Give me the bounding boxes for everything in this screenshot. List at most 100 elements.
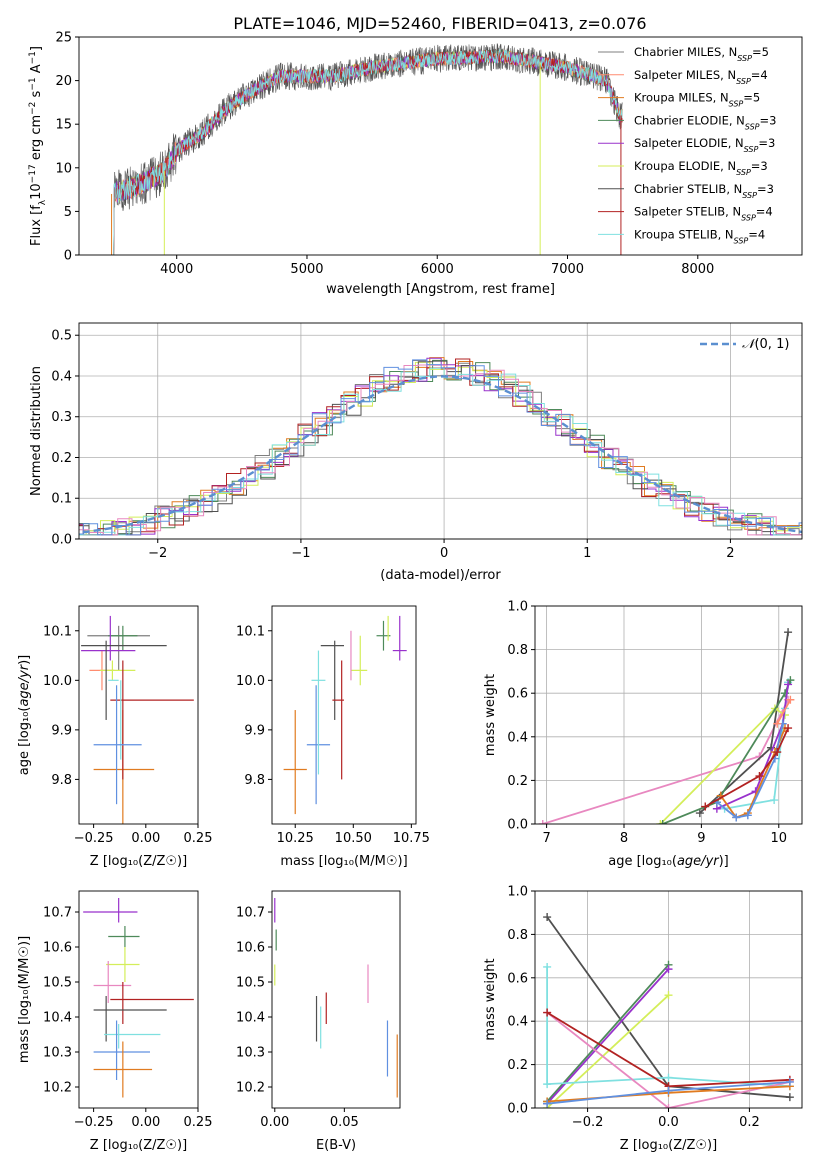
age-vs-Z-errorbars bbox=[81, 615, 194, 824]
weight-series bbox=[546, 1011, 791, 1108]
weight-series bbox=[716, 684, 789, 810]
x-tick-label: −2 bbox=[148, 546, 167, 561]
y-tick-label: 10.2 bbox=[236, 1081, 265, 1096]
weight-vs-age-axes: 7 8 9 10 0.0 0.2 0.4 0.6 0.8 1.0 bbox=[507, 600, 802, 846]
y-tick-label: 0.6 bbox=[507, 971, 528, 986]
x-axis-label: mass [log₁₀(M/M☉)] bbox=[280, 854, 407, 869]
weight-series bbox=[704, 727, 789, 808]
spectrum-legend: Chabrier MILES, NSSP=5 Salpeter MILES, NS… bbox=[598, 45, 776, 245]
y-tick-label: 0.2 bbox=[507, 1058, 528, 1073]
x-tick-label: 10.50 bbox=[335, 831, 372, 846]
y-tick-label: 9.9 bbox=[244, 723, 265, 738]
y-tick-label: 10.4 bbox=[43, 1011, 72, 1026]
y-tick-label: 0.0 bbox=[507, 1102, 528, 1117]
legend-label: 𝒩(0, 1) bbox=[742, 337, 789, 352]
weight-vs-Z-frame bbox=[534, 890, 803, 1109]
y-tick-label: 10.4 bbox=[236, 1011, 265, 1026]
y-tick-label: 0.8 bbox=[507, 643, 528, 658]
y-tick-label: 0.6 bbox=[507, 687, 528, 702]
x-tick-label: −0.25 bbox=[74, 831, 114, 846]
y-tick-label: 10.5 bbox=[236, 976, 265, 991]
data-point bbox=[664, 991, 673, 1000]
data-point bbox=[543, 962, 552, 971]
x-tick-label: 9 bbox=[697, 831, 705, 846]
y-axis-label: mass weight bbox=[483, 958, 498, 1040]
normal-curve bbox=[79, 375, 802, 534]
y-axis-label: age [log₁₀(age/yr)] bbox=[17, 655, 32, 776]
y-tick-label: 10.6 bbox=[236, 941, 265, 956]
y-tick-label: 9.9 bbox=[51, 723, 72, 738]
y-tick-label: 1.0 bbox=[507, 600, 528, 615]
y-tick-label: 0.1 bbox=[51, 492, 72, 507]
legend-label: Chabrier ELODIE, NSSP=3 bbox=[634, 113, 776, 130]
x-axis-label: E(B-V) bbox=[316, 1138, 356, 1153]
x-tick-label: 0.05 bbox=[330, 1115, 359, 1130]
data-point bbox=[743, 811, 752, 820]
x-tick-label: −0.25 bbox=[74, 1115, 114, 1130]
y-axis-label: Flux [fλ10−17 erg cm−2 s−1 A−1] bbox=[28, 46, 48, 246]
weight-series bbox=[699, 632, 789, 814]
x-tick-label: 1 bbox=[583, 546, 591, 561]
data-point bbox=[755, 772, 764, 781]
x-tick-label: 0 bbox=[440, 546, 448, 561]
y-tick-label: 10.0 bbox=[43, 674, 72, 689]
mass-vs-Z-errorbars bbox=[83, 898, 194, 1098]
age-vs-Z-frame bbox=[78, 605, 199, 825]
histogram-steps bbox=[79, 357, 802, 536]
y-tick-label: 15 bbox=[55, 118, 72, 133]
mass-vs-EBV-errorbars bbox=[274, 898, 398, 1098]
x-tick-label: 0.25 bbox=[184, 1115, 213, 1130]
age-vs-mass-axes: 10.25 10.50 10.75 9.8 9.9 10.0 10.1 bbox=[236, 624, 430, 846]
weight-series bbox=[546, 968, 670, 1105]
spectrum-line bbox=[111, 50, 623, 255]
data-point bbox=[658, 820, 667, 824]
data-point bbox=[773, 719, 782, 728]
y-tick-label: 10.3 bbox=[236, 1046, 265, 1061]
x-axis-label: Z [log₁₀(Z/Z☉)] bbox=[620, 1138, 717, 1153]
data-point bbox=[664, 1073, 673, 1082]
mass-vs-Z-axes: −0.25 0.00 0.25 10.2 10.3 10.4 10.5 10.6 10.7 bbox=[43, 906, 212, 1131]
legend-label: Kroupa MILES, NSSP=5 bbox=[634, 91, 760, 109]
x-tick-label: 0.00 bbox=[260, 1115, 289, 1130]
y-tick-label: 0.2 bbox=[507, 774, 528, 789]
x-tick-label: 10 bbox=[771, 831, 788, 846]
spectrum-frame bbox=[78, 36, 803, 256]
x-tick-label: 0.0 bbox=[658, 1115, 679, 1130]
x-tick-label: 5000 bbox=[290, 262, 323, 277]
legend-label: Salpeter MILES, NSSP=4 bbox=[634, 68, 768, 86]
data-point bbox=[656, 820, 665, 824]
weight-vs-age-lines bbox=[538, 628, 795, 824]
y-tick-label: 0.5 bbox=[51, 329, 72, 344]
data-point bbox=[701, 802, 710, 811]
weight-series bbox=[546, 964, 670, 1103]
legend-label: Kroupa STELIB, NSSP=4 bbox=[634, 227, 765, 245]
data-point bbox=[664, 965, 673, 974]
y-tick-label: 10.7 bbox=[236, 906, 265, 921]
y-tick-label: 0.4 bbox=[51, 369, 72, 384]
y-tick-label: 9.8 bbox=[244, 773, 265, 788]
spectrum-line bbox=[111, 50, 623, 255]
x-tick-label: 7000 bbox=[551, 262, 584, 277]
spectrum-line bbox=[111, 49, 623, 255]
data-point bbox=[786, 695, 795, 704]
x-axis-label: age [log₁₀(age/yr)] bbox=[608, 854, 729, 869]
spectrum-line bbox=[111, 48, 623, 255]
legend-label: Chabrier MILES, NSSP=5 bbox=[634, 45, 769, 63]
weight-series bbox=[546, 994, 670, 1108]
data-point bbox=[784, 724, 793, 733]
figure-title: PLATE=1046, MJD=52460, FIBERID=0413, z=0… bbox=[233, 14, 646, 33]
x-axis-label: Z [log₁₀(Z/Z☉)] bbox=[90, 854, 187, 869]
x-tick-label: −1 bbox=[291, 546, 310, 561]
data-point bbox=[773, 748, 782, 757]
histogram-series bbox=[79, 364, 802, 536]
y-axis-label: mass weight bbox=[483, 674, 498, 756]
data-point bbox=[784, 680, 793, 689]
y-tick-label: 0.8 bbox=[507, 928, 528, 943]
spectrum-line bbox=[111, 49, 623, 255]
histogram-series bbox=[79, 367, 802, 536]
y-tick-label: 10.5 bbox=[43, 976, 72, 991]
x-tick-label: 8000 bbox=[681, 262, 714, 277]
data-point bbox=[695, 809, 704, 818]
x-tick-label: 0.00 bbox=[131, 831, 160, 846]
weight-vs-Z-lines bbox=[543, 913, 794, 1108]
